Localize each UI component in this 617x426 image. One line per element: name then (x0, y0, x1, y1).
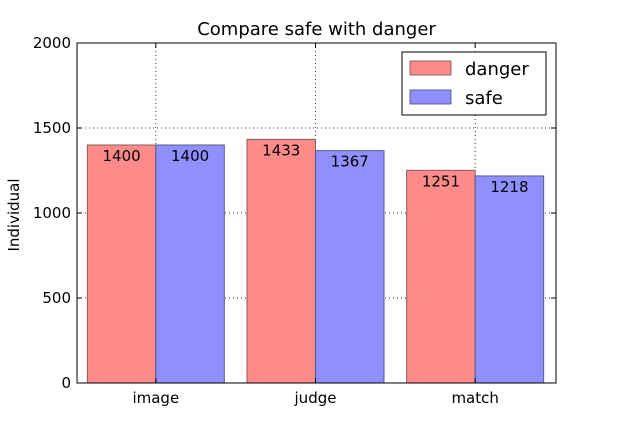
bar-danger-judge (246, 138, 316, 384)
y-tick-label: 0 (61, 374, 71, 392)
legend: danger safe (401, 51, 547, 116)
bar-danger-image (86, 144, 157, 384)
legend-label-danger: danger (465, 59, 529, 80)
y-tick-label: 2000 (33, 34, 71, 52)
x-tick-label-judge: judge (294, 389, 337, 407)
data-label-safe-judge: 1367 (331, 153, 369, 171)
bar-safe-judge (315, 150, 385, 384)
bars (86, 138, 545, 384)
y-tick-label: 1500 (33, 119, 71, 137)
x-tick-label-match: match (451, 389, 498, 407)
legend-label-safe: safe (465, 88, 503, 109)
data-label-safe-image: 1400 (171, 147, 209, 165)
bar-danger-match (406, 169, 476, 384)
data-labels: 1400 1400 1433 1367 1251 1218 (102, 141, 528, 196)
legend-swatch-danger (409, 60, 452, 76)
chart-title: Compare safe with danger (197, 19, 436, 40)
bar-safe-match (474, 175, 545, 384)
y-axis-label: Individual (5, 178, 23, 251)
y-ticks: 0 500 1000 1500 2000 (33, 34, 556, 392)
data-label-danger-match: 1251 (422, 172, 460, 190)
legend-swatch-safe (409, 89, 452, 105)
x-tick-label-image: image (132, 389, 179, 407)
data-label-danger-judge: 1433 (262, 141, 300, 159)
data-label-safe-match: 1218 (490, 178, 528, 196)
bar-safe-image (155, 144, 225, 384)
x-ticks: image judge match (132, 43, 499, 407)
data-label-danger-image: 1400 (102, 147, 140, 165)
y-tick-label: 1000 (33, 204, 71, 222)
y-tick-label: 500 (42, 289, 71, 307)
